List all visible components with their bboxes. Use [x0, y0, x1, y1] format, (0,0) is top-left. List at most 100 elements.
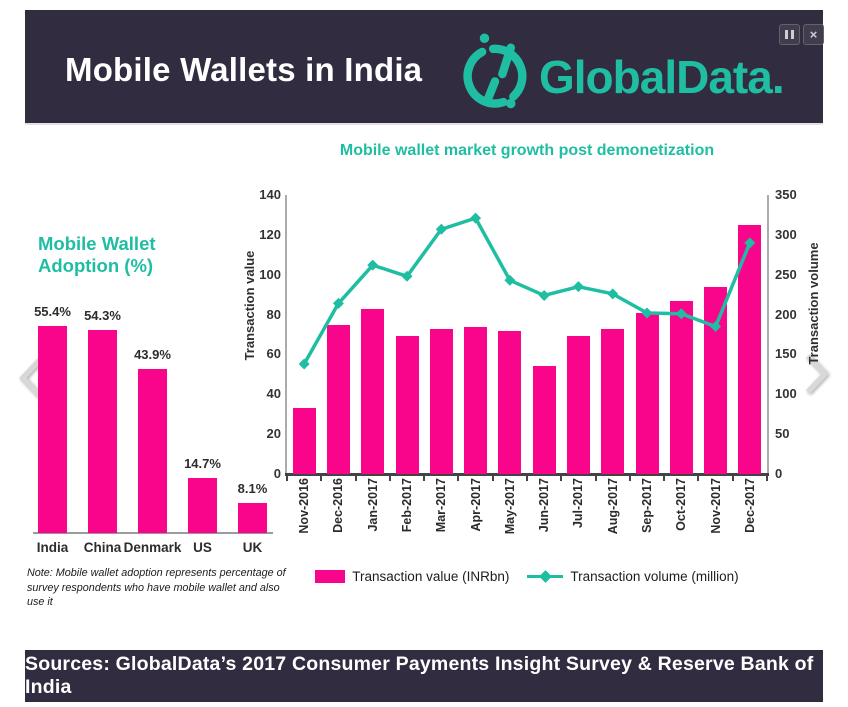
- legend-label-volume: Transaction volume (million): [570, 569, 739, 584]
- x-axis-label: Jan-2017: [365, 478, 380, 532]
- adoption-bar: [138, 369, 167, 533]
- adoption-bar: [238, 503, 267, 533]
- globaldata-logo-icon: [463, 33, 527, 109]
- volume-point: [675, 308, 687, 320]
- combo-bar: [669, 301, 693, 474]
- x-axis-label: Sep-2017: [640, 478, 654, 533]
- adoption-value-label: 54.3%: [84, 308, 121, 323]
- pause-button[interactable]: [779, 24, 800, 45]
- combo-bar: [635, 313, 659, 474]
- adoption-chart-title: Mobile Wallet Adoption (%): [38, 233, 156, 276]
- legend-item-volume: Transaction volume (million): [527, 569, 739, 584]
- x-axis-label: Nov-2017: [708, 478, 723, 534]
- x-axis-label: Apr-2017: [468, 478, 483, 532]
- growth-chart-title: Mobile wallet market growth post demonet…: [339, 142, 715, 159]
- adoption-x-axis-line: [33, 532, 273, 534]
- right-axis-tick: 300: [775, 226, 797, 242]
- left-axis-tick: 120: [259, 226, 281, 242]
- adoption-value-label: 55.4%: [34, 304, 71, 319]
- left-axis-tick: 0: [273, 466, 281, 481]
- x-axis-tick: [526, 476, 528, 481]
- carousel-next-icon[interactable]: [802, 352, 832, 396]
- volume-point: [744, 237, 756, 249]
- volume-point: [435, 223, 447, 235]
- footnote: Note: Mobile wallet adoption represents …: [27, 567, 286, 609]
- x-axis-tick: [388, 476, 391, 481]
- header-bar: Mobile Wallets in India GlobalData.: [25, 10, 823, 123]
- volume-point: [607, 288, 619, 300]
- volume-point: [641, 307, 653, 319]
- x-axis-tick: [731, 476, 734, 481]
- volume-point: [332, 297, 344, 309]
- volume-point: [367, 259, 379, 271]
- left-axis-tick: 80: [266, 306, 281, 322]
- right-axis-tick: 350: [775, 187, 797, 202]
- brand-wordmark: GlobalData.: [539, 51, 785, 103]
- left-axis-tick: 140: [259, 187, 281, 202]
- right-axis-tick: 150: [775, 346, 797, 362]
- legend: Transaction value (INRbn) Transaction vo…: [287, 569, 767, 584]
- volume-point: [470, 212, 482, 224]
- combo-bar: [429, 329, 453, 474]
- x-axis-tick: [354, 476, 357, 481]
- left-axis-tick: 40: [266, 386, 281, 402]
- close-icon: ×: [809, 27, 818, 42]
- x-axis-tick: [697, 476, 700, 481]
- volume-point: [572, 281, 584, 293]
- volume-point: [504, 274, 516, 286]
- adoption-bar: [38, 326, 67, 533]
- sources-text: Sources: GlobalData’s 2017 Consumer Paym…: [25, 653, 814, 698]
- x-axis-tick: [491, 476, 494, 481]
- adoption-category-label: China: [83, 540, 122, 555]
- right-axis-tick: 100: [775, 386, 797, 402]
- x-axis-line: [285, 473, 769, 476]
- right-axis-tick: 250: [775, 266, 797, 282]
- line-swatch-icon: [527, 570, 564, 583]
- adoption-bar: [188, 478, 217, 533]
- combo-bar: [532, 366, 556, 474]
- x-axis-tick: [628, 476, 631, 481]
- combo-bar: [361, 309, 385, 474]
- x-axis-tick: [766, 476, 768, 481]
- x-axis-tick: [286, 476, 288, 481]
- volume-point: [538, 289, 550, 301]
- combo-bar: [326, 325, 350, 474]
- adoption-bar: [88, 330, 117, 533]
- carousel-prev-icon[interactable]: [16, 356, 46, 400]
- x-axis-label: Oct-2017: [674, 478, 689, 531]
- x-axis-tick: [663, 476, 666, 481]
- close-button[interactable]: ×: [803, 24, 824, 45]
- adoption-value-label: 8.1%: [237, 481, 268, 496]
- adoption-category-label: Denmark: [123, 540, 182, 555]
- right-axis-tick: 50: [775, 426, 790, 442]
- adoption-category-label: UK: [242, 540, 263, 555]
- x-axis-label: Nov-2016: [297, 478, 312, 534]
- adoption-category-label: India: [36, 540, 69, 555]
- x-axis-label: Jun-2017: [537, 478, 552, 533]
- x-axis-tick: [423, 476, 426, 481]
- volume-point: [298, 358, 310, 370]
- left-y-axis-line: [285, 195, 287, 474]
- legend-label-value: Transaction value (INRbn): [352, 569, 510, 584]
- x-axis-tick: [320, 476, 323, 481]
- x-axis-label: Dec-2016: [331, 478, 346, 533]
- right-y-axis-line: [767, 195, 769, 474]
- legend-item-value: Transaction value (INRbn): [315, 569, 509, 584]
- combo-bar: [601, 329, 625, 474]
- combo-bar: [498, 331, 522, 474]
- x-axis-tick: [594, 476, 597, 481]
- x-axis-label: Jul-2017: [571, 478, 586, 529]
- combo-bar: [395, 336, 419, 474]
- right-axis-tick: 0: [775, 466, 783, 481]
- left-axis-tick: 20: [266, 426, 281, 442]
- page-title: Mobile Wallets in India: [65, 51, 423, 88]
- x-axis-tick: [457, 476, 460, 481]
- x-axis-label: Aug-2017: [605, 478, 620, 535]
- adoption-value-label: 43.9%: [134, 347, 171, 362]
- x-axis-label: Mar-2017: [434, 478, 449, 533]
- combo-bar: [738, 225, 762, 474]
- left-axis-tick: 100: [259, 266, 281, 282]
- right-axis-tick: 200: [775, 306, 797, 322]
- footer-bar: Sources: GlobalData’s 2017 Consumer Paym…: [25, 650, 823, 702]
